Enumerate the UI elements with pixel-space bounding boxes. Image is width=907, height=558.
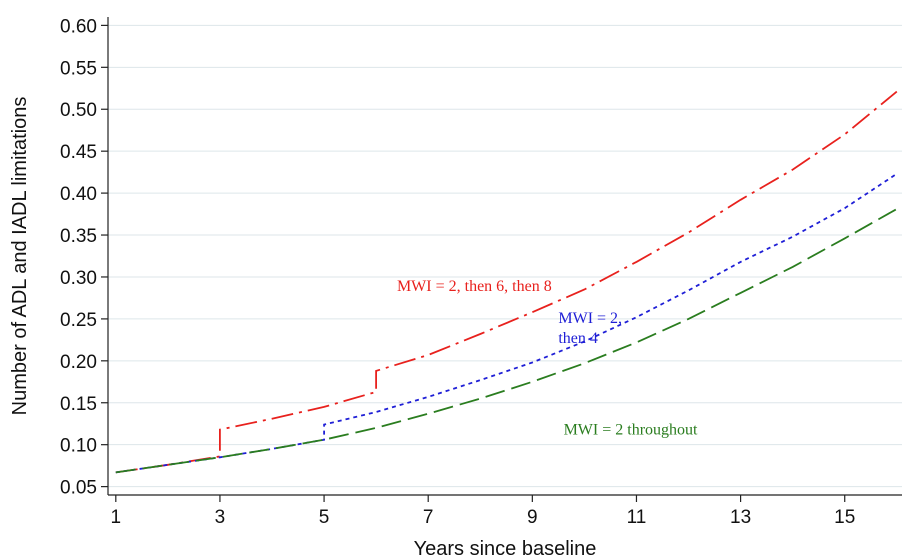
x-tick-label: 13 [730, 507, 751, 528]
y-tick-label: 0.35 [60, 226, 97, 247]
series-lines [115, 90, 898, 474]
y-tick-label: 0.45 [60, 142, 97, 163]
x-axis-ticks: 1 3 5 7 9 11 13 15 [111, 495, 855, 528]
y-tick-label: 0.20 [60, 352, 97, 373]
y-axis-ticks: 0.05 0.10 0.15 0.20 0.25 0.30 0.35 0.40 0.45 0.50… [60, 16, 108, 499]
y-tick-label: 0.50 [60, 100, 97, 121]
x-tick-label: 9 [527, 507, 538, 528]
x-tick-label: 7 [423, 507, 434, 528]
y-tick-label: 0.30 [60, 268, 97, 289]
y-tick-label: 0.05 [60, 478, 97, 499]
x-axis-title: Years since baseline [414, 538, 597, 558]
x-tick-label: 3 [215, 507, 226, 528]
y-tick-label: 0.15 [60, 394, 97, 415]
series-label: MWI = 2 throughout [564, 422, 698, 439]
y-tick-label: 0.10 [60, 436, 97, 457]
series-line-3 [115, 208, 898, 474]
axes [107, 17, 902, 496]
series-line-1 [115, 90, 898, 474]
series-label: MWI = 2, [558, 310, 622, 327]
x-tick-label: 15 [834, 507, 855, 528]
series-label: then 4 [558, 330, 598, 347]
x-tick-label: 5 [319, 507, 330, 528]
x-tick-label: 11 [627, 507, 647, 528]
series-label: MWI = 2, then 6, then 8 [397, 278, 552, 295]
grid-lines [108, 24, 902, 488]
x-tick-label: 1 [111, 507, 122, 528]
y-tick-label: 0.25 [60, 310, 97, 331]
y-tick-label: 0.60 [60, 16, 97, 37]
y-axis-title: Number of ADL and IADL limitations [9, 97, 31, 416]
y-tick-label: 0.55 [60, 58, 97, 79]
y-tick-label: 0.40 [60, 184, 97, 205]
series-annotations: MWI = 2, then 6, then 8 MWI = 2, then 4 MWI… [397, 278, 698, 438]
